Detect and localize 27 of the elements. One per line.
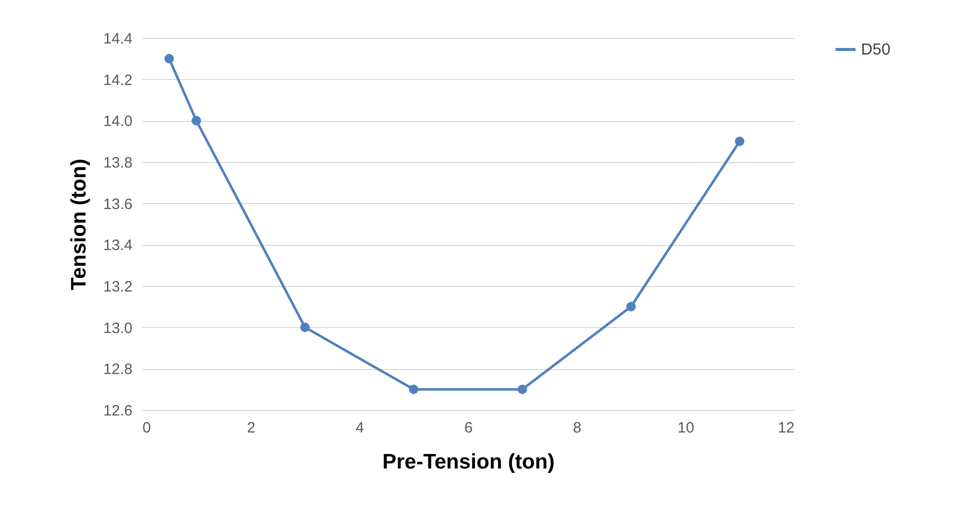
y-axis-title: Tension (ton) [67,158,90,290]
y-tick-label: 13.2 [103,278,132,296]
point [626,302,636,312]
point [734,136,744,146]
point [408,384,418,394]
x-axis-title: Pre-Tension (ton) [382,450,555,474]
y-tick-label: 12.6 [103,402,132,420]
point [164,54,174,64]
x-tick-label: 10 [677,420,694,436]
x-tick-label: 8 [572,420,582,436]
x-tick-label: 0 [142,420,151,436]
point [518,384,528,394]
y-tick-label: 14.2 [103,72,132,89]
x-tick-label: 2 [246,420,256,436]
y-tick-label: 14.0 [103,113,132,130]
y-tick-label: 13.0 [103,320,132,337]
y-tick-label: 13.4 [103,237,132,254]
x-tick-label: 6 [464,420,473,436]
point [300,322,310,332]
y-tick-label: 12.8 [103,361,132,378]
y-tick-label: 13.6 [103,196,132,213]
y-tick-label: 14.4 [103,30,132,48]
x-tick-label: 4 [356,420,364,436]
legend-label: D50 [861,42,890,58]
y-tick-label: 13.8 [103,154,132,172]
x-tick-label: 12 [778,420,794,436]
point [192,116,202,126]
